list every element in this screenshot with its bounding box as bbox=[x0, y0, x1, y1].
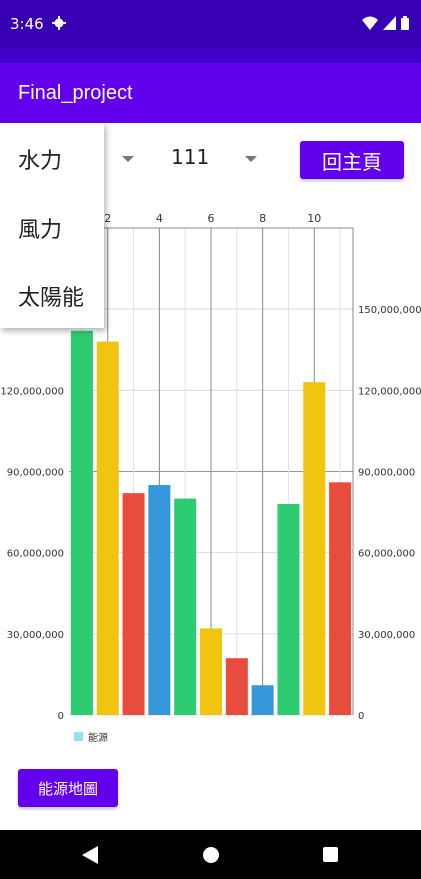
bar-2 bbox=[96, 341, 119, 715]
bar-chart: 2 4 6 8 10 0 30,000,000 60,000,000 90,000,000 120… bbox=[0, 212, 421, 722]
status-icons bbox=[361, 15, 409, 34]
home-icon[interactable] bbox=[203, 847, 219, 863]
battery-icon bbox=[401, 16, 409, 30]
bar-7 bbox=[225, 658, 248, 715]
right-y-tick-label: 0 bbox=[358, 711, 364, 722]
right-y-tick-label: 120,000,000 bbox=[358, 386, 421, 397]
year-spinner[interactable]: 111 bbox=[171, 145, 210, 169]
legend-swatch bbox=[74, 732, 83, 741]
recents-icon[interactable] bbox=[323, 847, 338, 862]
left-y-tick-label: 90,000,000 bbox=[7, 468, 64, 479]
year-spinner-arrow-icon[interactable] bbox=[245, 156, 257, 162]
navigation-bar bbox=[0, 830, 421, 879]
bar-10 bbox=[303, 382, 326, 715]
status-time: 3:46 bbox=[10, 15, 44, 33]
energy-dropdown-menu: 水力 風力 太陽能 bbox=[0, 123, 104, 328]
legend-label: 能源 bbox=[88, 733, 108, 744]
x-tick-label: 2 bbox=[104, 212, 111, 225]
x-tick-label: 4 bbox=[156, 212, 163, 225]
x-tick-label: 6 bbox=[208, 212, 215, 225]
x-tick-label: 8 bbox=[259, 212, 266, 225]
back-icon[interactable] bbox=[82, 846, 98, 864]
energy-map-button[interactable]: 能源地圖 bbox=[18, 769, 118, 807]
right-y-tick-label: 90,000,000 bbox=[358, 468, 415, 479]
bar-8 bbox=[251, 685, 274, 715]
gear-icon bbox=[52, 16, 66, 30]
left-y-tick-label: 120,000,000 bbox=[0, 386, 64, 397]
signal-icon bbox=[382, 16, 396, 30]
home-button[interactable]: 回主頁 bbox=[300, 141, 404, 179]
bar-9 bbox=[277, 503, 300, 715]
right-y-tick-label: 60,000,000 bbox=[358, 549, 415, 560]
x-tick-label: 10 bbox=[307, 212, 321, 225]
bar-5 bbox=[174, 498, 197, 715]
bar-6 bbox=[200, 628, 222, 715]
right-y-tick-label: 30,000,000 bbox=[358, 630, 415, 641]
status-bar-extension bbox=[0, 48, 421, 63]
left-y-tick-label: 60,000,000 bbox=[7, 549, 64, 560]
right-y-tick-label: 150,000,000 bbox=[358, 305, 421, 316]
bar-4 bbox=[148, 485, 171, 715]
dropdown-option-hydro[interactable]: 水力 bbox=[18, 149, 63, 174]
left-y-tick-label: 0 bbox=[58, 711, 64, 722]
bar-1 bbox=[70, 330, 93, 715]
chart-legend: 能源 bbox=[74, 729, 108, 744]
energy-spinner-arrow-icon[interactable] bbox=[122, 156, 134, 162]
bar-3 bbox=[122, 493, 145, 715]
left-y-tick-label: 30,000,000 bbox=[7, 630, 64, 641]
status-bar: 3:46 bbox=[0, 0, 421, 48]
app-title: Final_project bbox=[18, 82, 133, 104]
dropdown-option-wind[interactable]: 風力 bbox=[18, 218, 63, 243]
app-bar: Final_project bbox=[0, 63, 421, 123]
bar-11 bbox=[329, 482, 352, 715]
wifi-icon bbox=[361, 16, 378, 30]
dropdown-option-solar[interactable]: 太陽能 bbox=[18, 286, 85, 311]
